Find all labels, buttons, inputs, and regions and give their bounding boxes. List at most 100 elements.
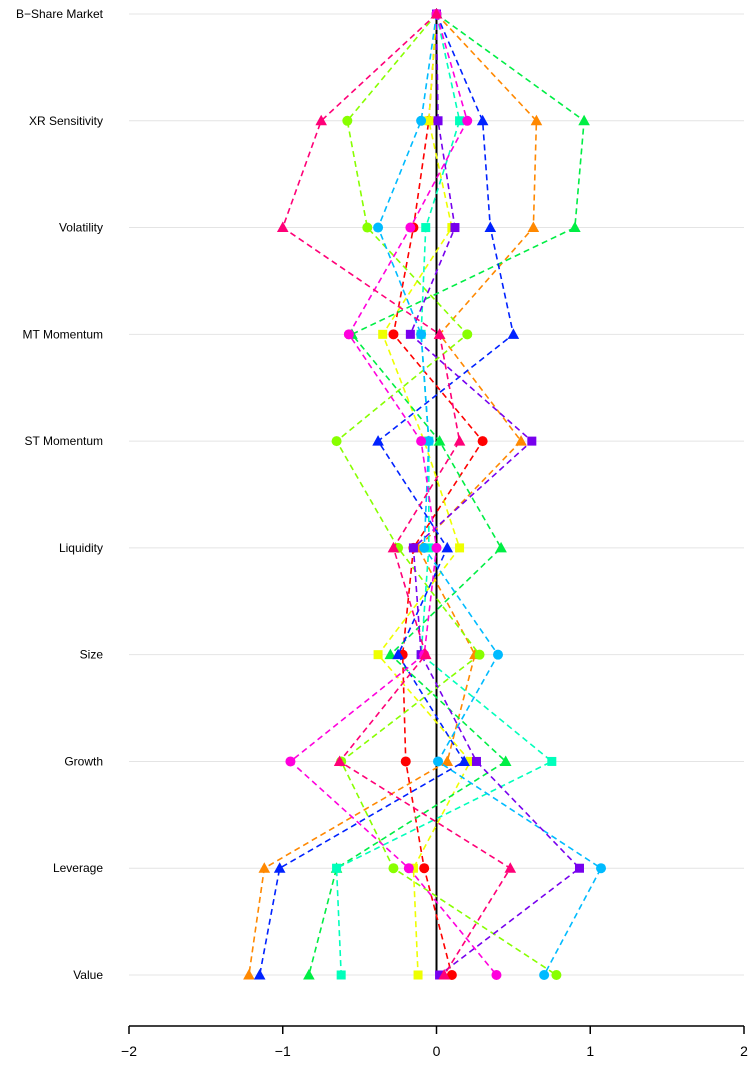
- data-point-square: [574, 863, 584, 873]
- data-point-circle: [431, 542, 442, 553]
- data-point-triangle: [303, 969, 315, 980]
- data-point-square: [413, 970, 423, 980]
- data-point-circle: [403, 863, 414, 874]
- series-line: [335, 13, 554, 976]
- data-point-triangle: [504, 862, 517, 873]
- data-point-triangle: [273, 862, 286, 873]
- data-point-square: [336, 970, 346, 980]
- data-point-circle: [551, 970, 562, 980]
- data-point-circle: [493, 649, 503, 660]
- x-tick-label: 1: [586, 1043, 594, 1059]
- data-point-circle: [405, 222, 416, 233]
- series-line: [392, 13, 484, 976]
- data-point-triangle: [484, 221, 497, 233]
- data-point-triangle: [495, 541, 507, 553]
- data-point-circle: [362, 222, 373, 233]
- data-point-triangle: [515, 435, 527, 446]
- data-point-square: [450, 223, 460, 233]
- series-line: [281, 13, 512, 976]
- series-line: [377, 13, 603, 976]
- data-point-square: [332, 863, 342, 873]
- data-point-triangle: [276, 221, 289, 233]
- data-point-triangle: [438, 969, 450, 980]
- data-point-square: [527, 436, 537, 446]
- data-point-circle: [477, 436, 488, 447]
- data-point-triangle: [499, 755, 512, 766]
- series-9: [405, 9, 584, 980]
- data-point-circle: [373, 222, 384, 233]
- series-group: [243, 8, 607, 980]
- data-point-triangle: [441, 541, 454, 553]
- data-point-triangle: [258, 862, 271, 873]
- data-point-circle: [285, 756, 296, 767]
- x-tick-label: −2: [121, 1043, 137, 1059]
- category-label: Growth: [64, 754, 103, 768]
- series-line: [409, 13, 581, 976]
- category-label: Volatility: [59, 221, 103, 235]
- series-2: [243, 8, 543, 980]
- data-point-triangle: [430, 8, 443, 19]
- data-point-square: [547, 756, 557, 766]
- data-point-triangle: [333, 755, 346, 766]
- data-point-circle: [539, 970, 550, 980]
- series-line: [335, 13, 557, 976]
- data-point-circle: [416, 436, 427, 447]
- data-point-triangle: [476, 114, 489, 126]
- data-point-triangle: [392, 648, 404, 660]
- data-point-triangle: [419, 648, 432, 660]
- data-point-circle: [416, 115, 427, 126]
- x-tick-label: 0: [433, 1043, 441, 1059]
- data-point-triangle: [433, 328, 446, 339]
- data-point-square: [373, 650, 383, 660]
- category-label: XR Sensitivity: [29, 114, 103, 128]
- data-point-square: [424, 116, 434, 126]
- category-labels: B−Share Market XR Sensitivity Volatility MT…: [16, 7, 104, 982]
- data-point-square: [378, 329, 388, 339]
- data-point-square: [455, 116, 465, 126]
- series-4: [331, 9, 562, 980]
- data-point-triangle: [527, 221, 540, 233]
- data-point-circle: [400, 756, 411, 767]
- data-point-square: [408, 543, 418, 553]
- category-label: ST Momentum: [25, 434, 103, 448]
- data-point-triangle: [387, 541, 400, 553]
- data-point-square: [405, 329, 415, 339]
- data-point-triangle: [253, 969, 266, 980]
- data-point-circle: [462, 329, 473, 340]
- series-line: [289, 13, 498, 976]
- series-line: [248, 13, 538, 976]
- data-point-triangle: [569, 221, 581, 233]
- series-8: [253, 8, 520, 980]
- series-line: [308, 13, 585, 976]
- data-point-triangle: [530, 114, 543, 126]
- category-label: B−Share Market: [16, 7, 104, 21]
- data-point-triangle: [453, 435, 466, 446]
- data-point-square: [471, 756, 481, 766]
- data-point-circle: [416, 329, 427, 340]
- series-line: [258, 13, 515, 976]
- data-point-square: [435, 970, 445, 980]
- data-point-square: [421, 223, 431, 233]
- data-point-triangle: [433, 435, 446, 446]
- data-point-triangle: [384, 648, 397, 660]
- data-point-circle: [388, 329, 399, 340]
- series-line: [377, 13, 472, 976]
- category-label: MT Momentum: [23, 327, 103, 341]
- x-tick-label: 2: [740, 1043, 748, 1059]
- data-point-square: [433, 116, 443, 126]
- category-label: Leverage: [53, 861, 103, 875]
- category-label: Liquidity: [59, 541, 103, 555]
- series-7: [373, 9, 607, 980]
- data-point-circle: [491, 970, 502, 980]
- data-point-triangle: [458, 755, 470, 766]
- x-tick-label: −1: [275, 1043, 291, 1059]
- data-point-square: [455, 543, 465, 553]
- data-point-circle: [423, 436, 434, 447]
- category-label: Size: [80, 648, 104, 662]
- data-point-circle: [462, 115, 473, 126]
- data-point-circle: [419, 542, 430, 553]
- x-axis: −2 −1 0 1 2: [121, 1025, 748, 1059]
- data-point-triangle: [507, 328, 520, 339]
- data-point-circle: [433, 756, 444, 767]
- data-point-circle: [474, 649, 485, 660]
